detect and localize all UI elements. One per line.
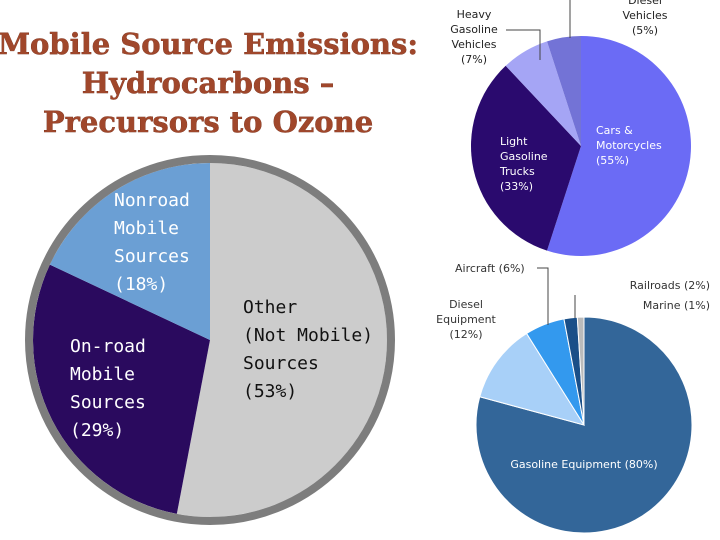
onroad-label-heavy-gas: Heavy Gasoline Vehicles (7%) [450,8,498,66]
main-pie-slice-nonroad-mobile-sources [49,163,210,340]
nonroad-label-gasoline: Gasoline Equipment (80%) [510,458,657,471]
onroad-pie-slice-heavy-gasoline-vehicles [505,41,581,146]
title-line-3: Precursors to Ozone [43,105,373,139]
main-pie-label-nonroad: Nonroad Mobile Sources (18%) [114,190,190,295]
onroad-pie-slice-light-gasoline-trucks [470,65,581,251]
onroad-pie-slice-cars-motorcycles [547,36,691,256]
onroad-pie-slice-diesel-vehicles [547,36,581,146]
nonroad-pie-slice-diesel-equipment [479,332,586,426]
nonroad-label-aircraft: Aircraft (6%) [455,262,525,275]
onroad-leader-heavy-gas [506,29,541,60]
main-pie-slice-on-road-mobile-sources [33,264,211,514]
nonroad-pie-slice-marine [576,316,585,426]
nonroad-label-marine: Marine (1%) [643,299,710,312]
main-pie-slice-other-not-mobile-sources [176,163,388,517]
main-pie-label-onroad: On-road Mobile Sources (29%) [70,336,146,441]
main-pie-chart: Nonroad Mobile Sources (18%) On-road Mobile So… [25,155,395,525]
onroad-label-cars: Cars & Motorcycles (55%) [596,124,662,167]
title-line-1: Mobile Source Emissions: [0,27,418,61]
nonroad-pie-chart: Gasoline Equipment (80%) Diesel Equipment(… [436,262,710,534]
onroad-pie-chart: Cars & Motorcycles (55%) Light Gasoline Truck… [450,0,691,256]
onroad-label-light-trucks: Light Gasoline Trucks (33%) [499,135,548,193]
main-pie-rim [25,155,395,525]
nonroad-label-diesel: Diesel Equipment (12%) [436,298,496,341]
nonroad-label-railroads: Railroads (2%) [630,279,710,292]
nonroad-leader-aircraft [537,267,549,325]
main-pie-label-other: Other (Not Mobile) Sources (53%) [243,297,373,402]
onroad-label-diesel: Diesel Vehicles (5%) [622,0,667,37]
title-line-2: Hydrocarbons – [82,66,335,100]
